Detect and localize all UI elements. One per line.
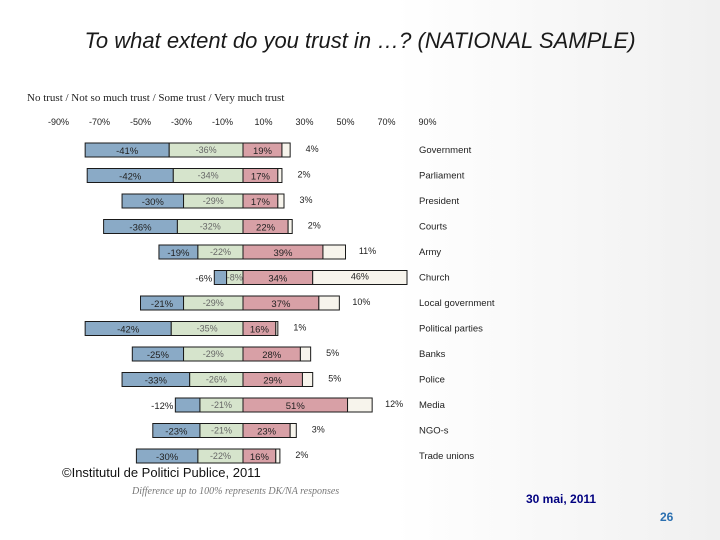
label-some-trust: 17% [251,172,271,183]
label-not-so-much-trust: -26% [206,375,227,385]
category-label: Media [419,400,446,411]
label-not-so-much-trust: -35% [197,324,218,334]
label-no-trust: -36% [129,223,152,234]
label-not-so-much-trust: -21% [211,400,232,410]
category-label: Trade unions [419,451,474,462]
bar-no-trust [213,270,228,285]
label-no-trust: -30% [142,197,165,208]
label-some-trust: 29% [263,376,283,387]
category-label: Local government [419,298,495,309]
label-not-so-much-trust: -22% [210,451,231,461]
bar-no-trust [174,397,201,413]
bar-very-much-trust [281,142,291,158]
label-no-trust: -21% [151,299,174,310]
x-tick-label: 30% [295,117,313,127]
category-label: Government [419,145,472,156]
label-very-much-trust: 4% [306,144,319,154]
category-label: Courts [419,222,447,233]
category-label: Police [419,375,445,386]
x-tick-label: -50% [130,117,151,127]
page-number: 26 [660,510,674,524]
label-very-much-trust: 2% [297,170,310,180]
label-some-trust: 28% [262,350,282,361]
label-very-much-trust: 10% [352,297,370,307]
label-some-trust: 16% [250,325,270,336]
label-some-trust: 34% [268,274,288,285]
bar-very-much-trust [322,244,347,260]
label-no-trust: -30% [156,452,179,463]
x-tick-label: 90% [418,117,436,127]
legend-text: No trust / Not so much trust / Some trus… [27,92,285,104]
bar-very-much-trust [347,397,373,413]
label-some-trust: 39% [273,248,293,259]
label-very-much-trust: 46% [351,272,369,282]
category-label: Banks [419,349,446,360]
label-some-trust: 37% [271,299,291,310]
label-very-much-trust: 1% [293,323,306,333]
bar-very-much-trust [275,448,281,464]
label-no-trust: -41% [116,146,139,157]
label-very-much-trust: 3% [312,425,325,435]
category-label: Army [419,247,441,258]
label-not-so-much-trust: -8% [227,273,243,283]
x-tick-label: 10% [254,117,272,127]
bar-very-much-trust [312,270,408,285]
label-some-trust: 19% [253,146,273,157]
label-not-so-much-trust: -34% [198,171,219,181]
label-very-much-trust: 5% [326,348,339,358]
label-not-so-much-trust: -29% [203,349,224,359]
bar-very-much-trust [275,321,279,336]
category-label: Parliament [419,171,465,182]
category-label: Church [419,273,450,284]
bar-very-much-trust [277,168,283,183]
label-very-much-trust: 5% [328,374,341,384]
x-tick-label: -90% [48,117,69,127]
copyright-text: ©Institutul de Politici Publice, 2011 [62,465,261,480]
label-not-so-much-trust: -32% [200,222,221,232]
x-tick-label: -10% [212,117,233,127]
slide-title: To what extent do you trust in …? (NATIO… [84,28,636,53]
label-no-trust: -42% [119,172,142,183]
category-label: NGO-s [419,426,449,437]
label-no-trust: -12% [151,401,174,412]
bar-very-much-trust [299,346,312,362]
label-some-trust: 51% [286,401,306,412]
label-no-trust: -6% [195,274,212,285]
label-no-trust: -42% [117,325,140,336]
x-tick-label: 50% [336,117,354,127]
footnote: Difference up to 100% represents DK/NA r… [132,486,340,497]
bar-very-much-trust [287,219,293,234]
bar-very-much-trust [289,423,297,438]
label-not-so-much-trust: -29% [203,196,224,206]
label-some-trust: 16% [250,452,270,463]
label-some-trust: 17% [251,197,271,208]
label-not-so-much-trust: -29% [203,298,224,308]
date-label: 30 mai, 2011 [526,492,597,506]
label-some-trust: 22% [256,223,276,234]
x-tick-label: -70% [89,117,110,127]
bar-very-much-trust [277,193,285,209]
label-no-trust: -33% [145,376,168,387]
label-some-trust: 23% [257,427,277,438]
label-no-trust: -23% [165,427,188,438]
category-label: President [419,196,459,207]
label-very-much-trust: 3% [299,195,312,205]
category-label: Political parties [419,324,483,335]
label-no-trust: -25% [147,350,170,361]
bar-very-much-trust [301,372,314,387]
label-not-so-much-trust: -22% [210,247,231,257]
label-not-so-much-trust: -21% [211,426,232,436]
label-very-much-trust: 2% [295,450,308,460]
label-very-much-trust: 12% [385,399,403,409]
label-very-much-trust: 2% [308,221,321,231]
label-very-much-trust: 11% [359,246,376,256]
label-not-so-much-trust: -36% [196,145,217,155]
x-tick-label: 70% [377,117,395,127]
x-tick-label: -30% [171,117,192,127]
bar-very-much-trust [318,295,340,311]
label-no-trust: -19% [167,248,190,259]
